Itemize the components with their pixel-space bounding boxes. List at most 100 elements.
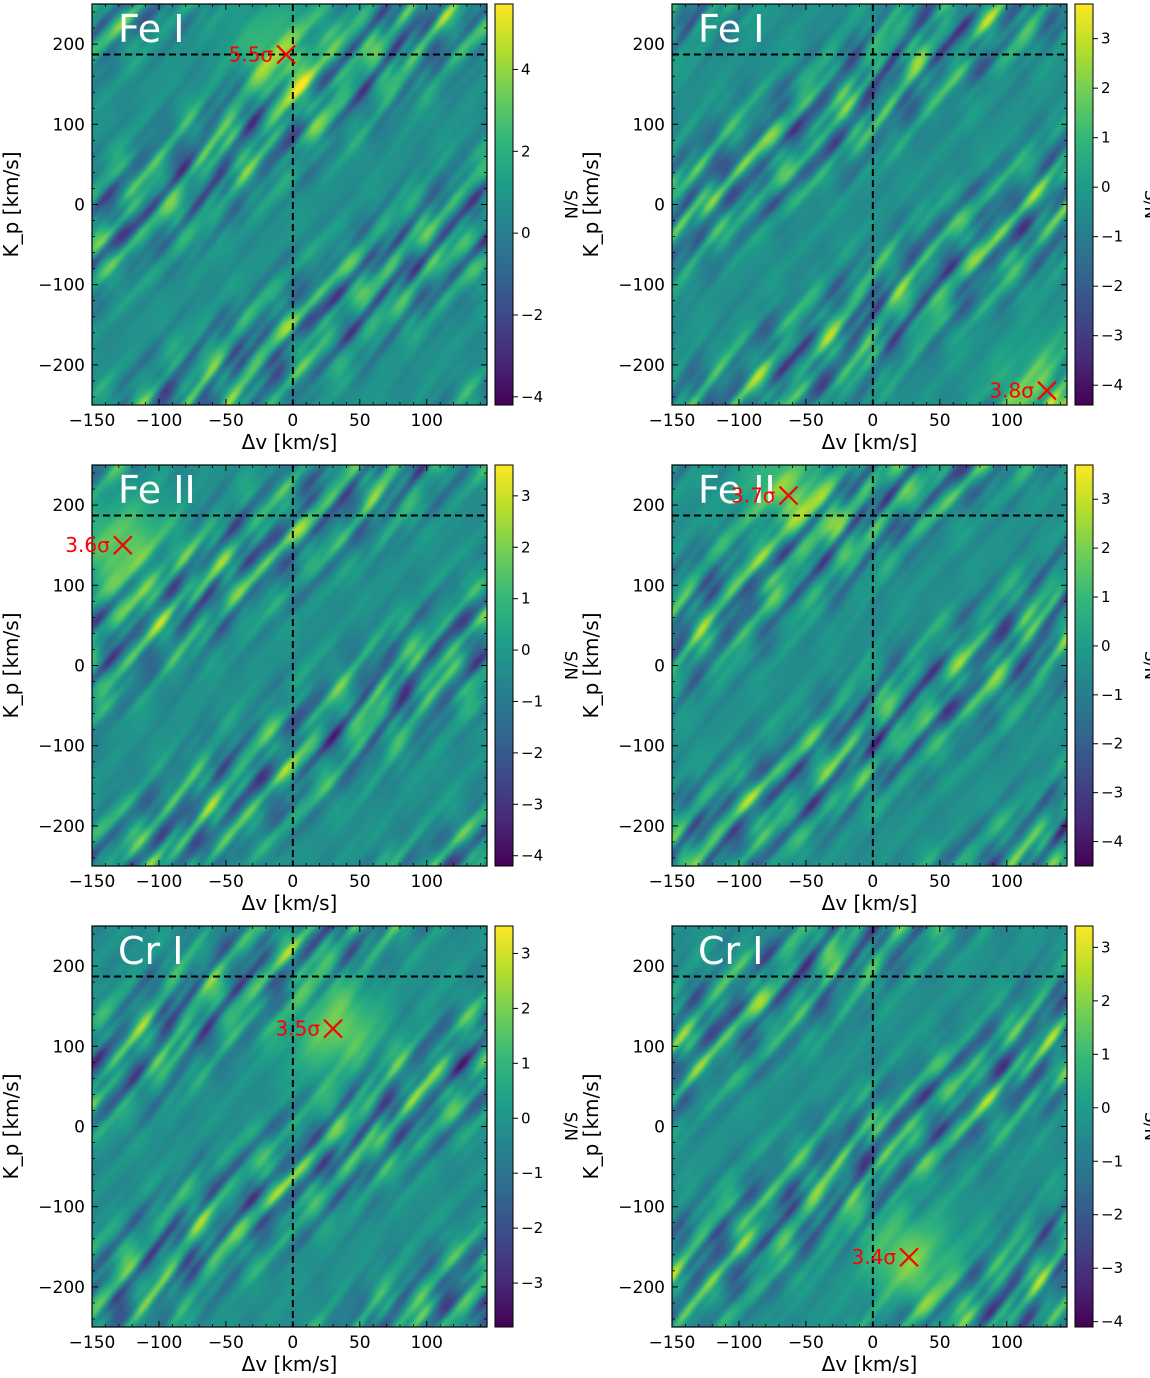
peak-significance-label: 3.8σ (989, 379, 1034, 403)
x-tick-label: 100 (411, 872, 443, 892)
colorbar-tick-label: −3 (1101, 784, 1123, 802)
colorbar-tick-label: −3 (1101, 327, 1123, 345)
x-tick-label: 50 (349, 1333, 371, 1353)
colorbar-tick-label: −4 (521, 388, 543, 406)
x-tick-label: −150 (69, 411, 116, 431)
colorbar-tick-label: 2 (1101, 539, 1111, 557)
x-tick-label: −50 (788, 872, 824, 892)
x-axis-label: Δv [km/s] (822, 891, 918, 915)
colorbar-label: S/N (1140, 1112, 1150, 1141)
x-tick-label: 100 (991, 411, 1023, 431)
colorbar (494, 925, 514, 1328)
colorbar (1074, 464, 1094, 867)
x-tick-label: −150 (649, 1333, 696, 1353)
colorbar-tick-label: 2 (521, 999, 531, 1017)
x-tick-label: −150 (649, 872, 696, 892)
y-tick-label: 100 (53, 1037, 85, 1057)
x-tick-label: 100 (411, 1333, 443, 1353)
x-tick-label: −150 (649, 411, 696, 431)
colorbar-tick-label: −4 (521, 847, 543, 865)
panel-species-label: Fe II (698, 468, 776, 512)
panel-species-label: Fe II (118, 468, 196, 512)
colorbar-label: S/N (560, 1112, 580, 1141)
x-tick-label: 50 (929, 1333, 951, 1353)
peak-marker-stroke-b (899, 1247, 919, 1268)
panel-species-label: Cr I (118, 929, 183, 973)
peak-significance-label: 3.4σ (852, 1245, 897, 1269)
y-tick-label: 200 (633, 496, 665, 516)
peak-significance-label: 3.5σ (276, 1017, 321, 1041)
colorbar-label: S/N (560, 190, 580, 219)
y-tick-label: 0 (74, 657, 85, 677)
y-tick-label: 200 (633, 35, 665, 55)
x-axis-label: Δv [km/s] (822, 1352, 918, 1376)
x-tick-label: 0 (287, 1333, 298, 1353)
y-tick-label: −200 (618, 356, 665, 376)
x-tick-label: −100 (716, 872, 763, 892)
y-tick-label: −200 (618, 1278, 665, 1298)
colorbar-tick-label: 1 (521, 590, 531, 608)
x-tick-label: 50 (349, 872, 371, 892)
y-axis-label: K_p [km/s] (579, 1074, 603, 1180)
colorbar-tick-label: 0 (521, 641, 531, 659)
colorbar (1074, 925, 1094, 1328)
x-tick-label: −50 (208, 1333, 244, 1353)
x-axis-label: Δv [km/s] (242, 891, 338, 915)
colorbar-tick-label: 2 (521, 538, 531, 556)
y-tick-label: −100 (38, 737, 85, 757)
colorbar-label: S/N (1140, 651, 1150, 680)
colorbar-tick-label: −2 (1101, 1206, 1123, 1224)
colorbar-tick-label: −2 (1101, 735, 1123, 753)
colorbar-tick-label: −1 (521, 692, 543, 710)
x-tick-label: 50 (349, 411, 371, 431)
x-tick-label: −50 (788, 411, 824, 431)
peak-marker-stroke-b (1037, 380, 1057, 401)
y-tick-label: −100 (618, 276, 665, 296)
colorbar-tick-label: 0 (1101, 637, 1111, 655)
colorbar-tick-label: 2 (521, 142, 531, 160)
sn-heatmap-image (672, 465, 1067, 866)
x-tick-label: 0 (867, 411, 878, 431)
x-tick-label: 50 (929, 872, 951, 892)
colorbar-tick-label: −4 (1101, 1313, 1123, 1331)
colorbar-tick-label: −4 (1101, 833, 1123, 851)
peak-significance-label: 5.5σ (229, 43, 274, 67)
colorbar-tick-label: −3 (1101, 1259, 1123, 1277)
colorbar-tick-label: 0 (1101, 178, 1111, 196)
colorbar (1074, 3, 1094, 406)
colorbar-tick-label: 1 (521, 1054, 531, 1072)
y-axis-label: K_p [km/s] (0, 613, 23, 719)
x-tick-label: 100 (991, 1333, 1023, 1353)
colorbar-tick-label: 0 (1101, 1099, 1111, 1117)
y-axis-label: K_p [km/s] (0, 152, 23, 258)
colorbar-tick-label: 3 (1101, 30, 1111, 48)
x-tick-label: −150 (69, 1333, 116, 1353)
y-tick-label: −100 (38, 1198, 85, 1218)
colorbar-tick-label: 1 (1101, 588, 1111, 606)
colorbar-tick-label: −1 (521, 1164, 543, 1182)
y-tick-label: 0 (654, 196, 665, 216)
x-tick-label: −50 (208, 872, 244, 892)
x-tick-label: −100 (716, 1333, 763, 1353)
y-axis-label: K_p [km/s] (0, 1074, 23, 1180)
sn-heatmap-image (92, 465, 487, 866)
x-tick-label: −100 (716, 411, 763, 431)
x-tick-label: −100 (136, 872, 183, 892)
panel-species-label: Cr I (698, 929, 763, 973)
y-tick-label: −100 (618, 737, 665, 757)
sn-heatmap-image (92, 4, 487, 405)
colorbar-label: S/N (1140, 190, 1150, 219)
x-tick-label: −50 (788, 1333, 824, 1353)
colorbar-tick-label: −2 (521, 1219, 543, 1237)
x-tick-label: −150 (69, 872, 116, 892)
colorbar-tick-label: 3 (521, 487, 531, 505)
colorbar-label: S/N (560, 651, 580, 680)
chart-panel-2: −150 −100 −50 0 50 100 −200 −100 0 100 200 Δv [km/s… (579, 3, 1150, 454)
colorbar-tick-label: −2 (521, 744, 543, 762)
panel-species-label: Fe I (118, 7, 184, 51)
colorbar-tick-label: −2 (1101, 277, 1123, 295)
x-tick-label: 50 (929, 411, 951, 431)
x-axis-label: Δv [km/s] (242, 1352, 338, 1376)
chart-panel-4: −150 −100 −50 0 50 100 −200 −100 0 100 200 Δv [km/s… (579, 464, 1150, 915)
x-tick-label: −50 (208, 411, 244, 431)
